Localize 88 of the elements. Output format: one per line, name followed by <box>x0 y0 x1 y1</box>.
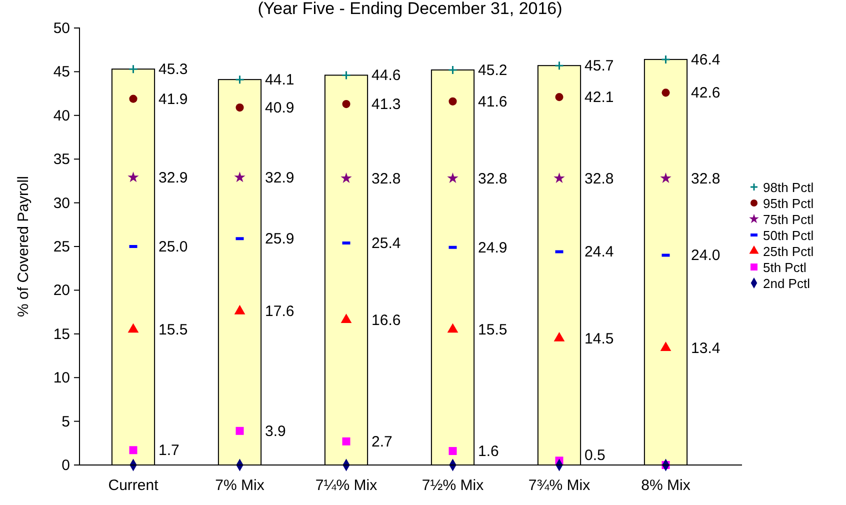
data-label: 2.7 <box>372 433 392 450</box>
data-label: 1.6 <box>478 443 499 460</box>
data-label: 16.6 <box>372 312 401 329</box>
y-tick-label: 20 <box>53 282 70 300</box>
data-label: 32.9 <box>158 169 188 186</box>
point <box>340 172 352 184</box>
y-tick-label: 10 <box>53 370 70 387</box>
point <box>448 65 458 75</box>
data-label: 46.4 <box>691 51 720 68</box>
legend-label: 2nd Pctl <box>763 276 810 291</box>
data-label: 24.0 <box>691 247 720 264</box>
point <box>448 97 457 106</box>
data-label: 13.4 <box>691 340 720 357</box>
legend-label: 98th Pctl <box>763 180 814 195</box>
data-label: 25.4 <box>372 235 401 252</box>
legend-label: 95th Pctl <box>763 196 814 211</box>
x-tick-label: 8% Mix <box>641 477 691 494</box>
data-label: 41.3 <box>372 96 401 114</box>
point <box>660 342 672 352</box>
point <box>660 172 672 184</box>
point <box>129 94 138 103</box>
y-tick-label: 5 <box>62 413 70 430</box>
data-label: 32.9 <box>265 169 294 186</box>
point <box>236 426 244 435</box>
data-label: 15.5 <box>158 322 188 339</box>
point <box>128 323 139 333</box>
data-label: 25.9 <box>265 230 294 248</box>
point <box>128 172 139 182</box>
data-label: 32.8 <box>478 170 508 188</box>
data-label: 45.2 <box>478 62 508 79</box>
y-tick-label: 50 <box>53 20 70 37</box>
data-label: 32.8 <box>372 170 401 188</box>
point <box>662 88 670 97</box>
data-label: 25.0 <box>158 238 188 256</box>
point <box>234 172 246 182</box>
data-label: 44.6 <box>372 67 401 84</box>
y-tick-label: 0 <box>62 457 70 474</box>
data-label: 41.9 <box>158 90 188 108</box>
legend-label: 5th Pctl <box>763 260 806 275</box>
point <box>554 172 565 184</box>
data-label: 45.7 <box>584 58 614 75</box>
x-tick-label: 7% Mix <box>215 477 265 494</box>
data-label: 44.1 <box>265 72 294 89</box>
data-label: 42.1 <box>584 89 614 106</box>
data-label: 32.8 <box>584 170 614 188</box>
data-label: 17.6 <box>265 303 294 320</box>
point <box>236 104 244 112</box>
x-tick-label: 7¼% Mix <box>315 477 378 494</box>
point <box>129 446 138 454</box>
legend-label: 25th Pctl <box>763 244 814 259</box>
data-label: 24.4 <box>584 244 614 261</box>
y-tick-label: 30 <box>53 194 70 212</box>
data-label: 42.6 <box>691 84 720 102</box>
point <box>448 447 457 456</box>
point <box>234 304 246 314</box>
x-tick-label: 7½% Mix <box>422 477 484 494</box>
data-label: 41.6 <box>478 93 508 110</box>
point <box>342 70 351 80</box>
data-label: 40.9 <box>265 100 294 117</box>
point <box>447 323 458 333</box>
data-label: 0.5 <box>584 447 606 464</box>
data-label: 24.9 <box>478 239 508 256</box>
point <box>235 74 244 84</box>
point <box>128 64 138 74</box>
y-tick-label: 45 <box>53 64 70 81</box>
y-axis-title: % of Covered Payroll <box>15 176 32 317</box>
data-label: 3.9 <box>265 422 286 440</box>
legend-label: 75th Pctl <box>763 212 814 227</box>
point <box>661 54 670 64</box>
y-tick-label: 15 <box>53 326 70 343</box>
point <box>447 172 458 184</box>
x-tick-label: Current <box>108 477 160 494</box>
y-tick-label: 40 <box>53 107 70 124</box>
data-label: 45.3 <box>158 61 188 78</box>
point <box>342 437 350 446</box>
point <box>342 100 350 108</box>
data-label: 32.8 <box>691 170 720 188</box>
data-label: 15.5 <box>478 322 508 339</box>
chart-subtitle: (Year Five - Ending December 31, 2016) <box>258 0 562 18</box>
point <box>340 314 352 324</box>
data-label: 14.5 <box>584 330 614 348</box>
x-tick-label: 7¾% Mix <box>528 477 591 494</box>
y-tick-label: 25 <box>53 238 70 256</box>
point <box>554 60 564 70</box>
legend-label: 50th Pctl <box>763 228 814 243</box>
y-tick-label: 35 <box>53 151 70 168</box>
data-label: 1.7 <box>158 442 180 460</box>
point <box>555 93 564 102</box>
